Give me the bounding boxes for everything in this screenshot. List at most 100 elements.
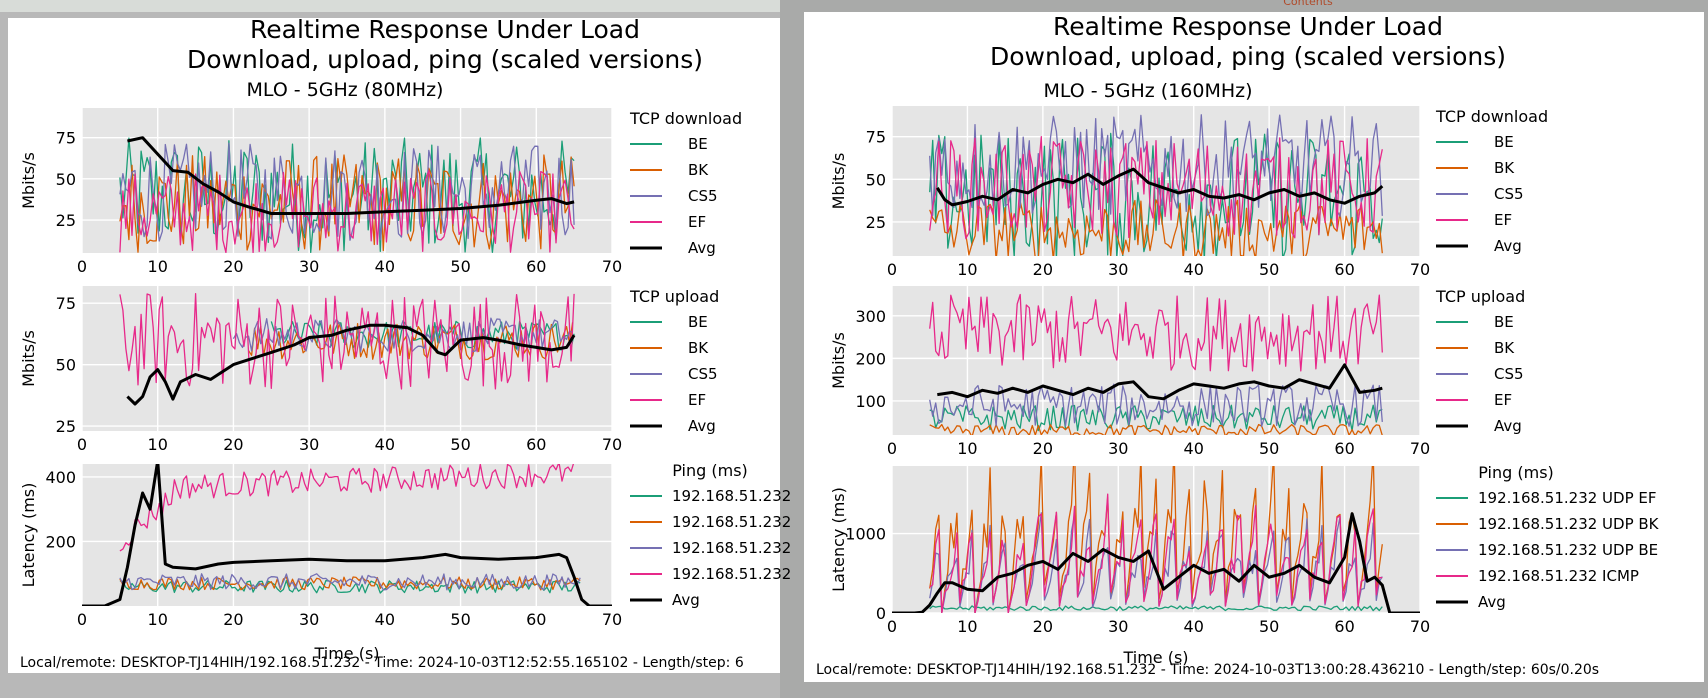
legend-entry: 192.168.51.232 UDP BE <box>1478 541 1658 559</box>
series-line-be <box>929 132 1383 256</box>
legend-entry: Avg <box>1478 593 1506 611</box>
y-tick-label: 50 <box>866 170 886 189</box>
y-tick-label: 25 <box>56 211 76 230</box>
chart-footer: Local/remote: DESKTOP-TJ14HIH/192.168.51… <box>816 662 1599 678</box>
legend-entry: 192.168.51.232 <box>672 513 791 531</box>
subplot-download: 0 10 20 30 40 50 60 70 25 50 75 Mbits/s TCP download… <box>19 108 742 276</box>
x-tick-label: 30 <box>299 610 319 629</box>
series-line-ef <box>119 170 575 253</box>
legend-entry: 192.168.51.232 <box>672 487 791 505</box>
x-tick-label: 20 <box>1033 617 1053 636</box>
y-tick-label: 75 <box>56 294 76 313</box>
y-axis-label: Mbits/s <box>19 330 38 387</box>
y-tick-label: 400 <box>45 468 76 487</box>
x-tick-label: 50 <box>450 610 470 629</box>
x-tick-label: 10 <box>957 617 977 636</box>
x-tick-label: 60 <box>1334 439 1354 458</box>
y-axis-label: Latency (ms) <box>19 483 38 588</box>
legend-entry: 192.168.51.232 <box>672 565 791 583</box>
legend-title: TCP upload <box>629 287 719 306</box>
series-line-192-168-51-232 <box>119 579 581 594</box>
legend-entry: CS5 <box>688 187 718 205</box>
legend-entry: BK <box>688 339 709 357</box>
x-tick-label: 50 <box>1259 260 1279 279</box>
x-tick-label: 20 <box>1033 260 1053 279</box>
chart-title-line2: Download, upload, ping (scaled versions) <box>990 42 1506 71</box>
series-line-192-168-51-232-udp-bk <box>929 466 1383 613</box>
series-line-ef <box>929 293 1383 372</box>
series-line-bk <box>929 199 1383 256</box>
y-tick-label: 100 <box>855 392 886 411</box>
legend: TCP download BE BK CS5 EF Avg <box>629 109 742 257</box>
x-tick-label: 70 <box>602 610 622 629</box>
x-tick-label: 10 <box>148 257 168 276</box>
x-tick-label: 20 <box>1033 439 1053 458</box>
legend-entry: EF <box>688 391 706 409</box>
x-tick-label: 60 <box>1334 617 1354 636</box>
x-tick-label: 50 <box>450 257 470 276</box>
legend-entry: BE <box>688 135 708 153</box>
y-tick-label: 200 <box>855 349 886 368</box>
series-lines <box>929 293 1383 435</box>
plot-area <box>82 286 612 431</box>
y-tick-label: 200 <box>45 532 76 551</box>
y-tick-label: 25 <box>56 417 76 436</box>
x-tick-label: 60 <box>526 257 546 276</box>
x-tick-label: 20 <box>223 257 243 276</box>
series-line-192-168-51-232-icmp <box>929 493 1383 613</box>
x-tick-label: 50 <box>450 435 470 454</box>
chart-subtitle: MLO - 5GHz (80MHz) <box>247 79 444 101</box>
series-line-cs5 <box>929 383 1383 427</box>
series-lines <box>119 292 576 406</box>
legend-title: TCP download <box>629 109 742 128</box>
plot-area <box>892 286 1420 435</box>
series-line-avg <box>936 167 1384 207</box>
x-tick-label: 30 <box>299 257 319 276</box>
x-tick-label: 0 <box>77 257 87 276</box>
y-axis-label: Latency (ms) <box>829 487 848 592</box>
x-tick-label: 30 <box>1108 617 1128 636</box>
legend: Ping (ms) 192.168.51.232 UDP EF 192.168.51… <box>1436 463 1660 611</box>
x-tick-label: 40 <box>375 435 395 454</box>
x-tick-label: 60 <box>526 610 546 629</box>
legend-title: Ping (ms) <box>1478 463 1554 482</box>
legend-entry: BK <box>1494 339 1515 357</box>
x-tick-label: 30 <box>1108 439 1128 458</box>
legend-title: TCP upload <box>1435 287 1525 306</box>
x-tick-label: 40 <box>375 610 395 629</box>
subplot-upload: 0 10 20 30 40 50 60 70 100 200 300 Mbits/s TCP uploa… <box>829 286 1525 458</box>
legend-title: Ping (ms) <box>672 461 748 480</box>
y-tick-label: 1000 <box>845 525 886 544</box>
legend-entry: 192.168.51.232 ICMP <box>1478 567 1639 585</box>
legend: TCP download BE BK CS5 EF Avg <box>1435 107 1548 255</box>
subplot-upload: 0 10 20 30 40 50 60 70 25 50 75 Mbits/s TCP upload BE… <box>19 286 719 454</box>
y-tick-label: 75 <box>56 129 76 148</box>
series-lines <box>929 114 1384 256</box>
series-line-192-168-51-232-udp-ef <box>929 605 1383 612</box>
x-tick-label: 0 <box>887 617 897 636</box>
series-line-avg <box>892 512 1420 613</box>
legend-entry: CS5 <box>1494 185 1524 203</box>
x-tick-label: 70 <box>1410 260 1430 279</box>
y-tick-label: 300 <box>855 307 886 326</box>
legend-entry: CS5 <box>1494 365 1524 383</box>
legend: Ping (ms) 192.168.51.232 192.168.51.232 192… <box>630 461 791 609</box>
x-tick-label: 10 <box>148 610 168 629</box>
x-tick-label: 70 <box>602 435 622 454</box>
x-tick-label: 10 <box>148 435 168 454</box>
legend-entry: EF <box>688 213 706 231</box>
subplot-ping: 0 10 20 30 40 50 60 70 200 400 Latency (ms) Time (s… <box>19 461 791 663</box>
series-line-avg <box>126 323 576 406</box>
series-line-cs5 <box>929 114 1383 218</box>
series-line-ef <box>929 136 1383 240</box>
y-tick-label: 50 <box>56 356 76 375</box>
y-tick-label: 25 <box>866 213 886 232</box>
y-axis-label: Mbits/s <box>829 153 848 210</box>
x-tick-label: 20 <box>223 435 243 454</box>
x-tick-label: 70 <box>602 257 622 276</box>
legend-entry: 192.168.51.232 UDP EF <box>1478 489 1657 507</box>
